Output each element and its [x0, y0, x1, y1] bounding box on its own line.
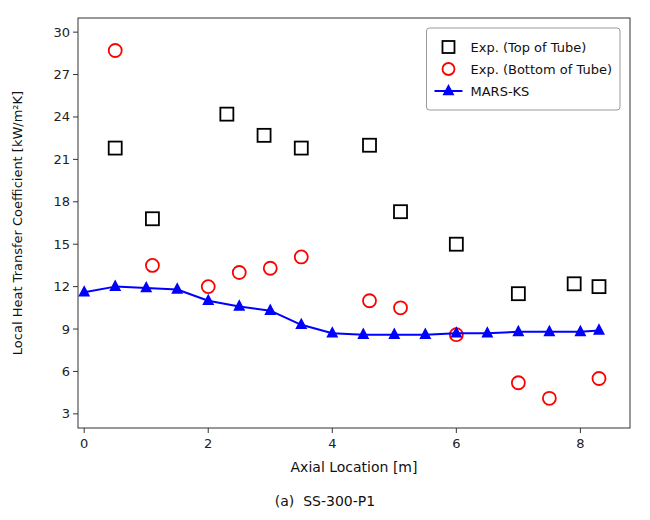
point — [266, 305, 275, 314]
x-tick-label: 0 — [80, 436, 88, 451]
point — [220, 108, 233, 121]
x-tick — [332, 428, 333, 433]
legend-label: MARS-KS — [470, 84, 529, 99]
point — [173, 284, 182, 293]
y-tick — [73, 32, 78, 33]
y-tick-label: 6 — [62, 364, 70, 379]
y-tick — [73, 244, 78, 245]
point — [297, 320, 306, 329]
point — [450, 328, 463, 341]
series-2 — [80, 281, 604, 338]
point — [295, 250, 308, 263]
x-tick — [580, 428, 581, 433]
point — [204, 296, 213, 305]
axes: 0246836912151821242730 — [53, 25, 584, 451]
legend-marker — [444, 86, 453, 95]
y-tick — [73, 116, 78, 117]
legend-box — [426, 28, 620, 110]
y-tick-label: 9 — [62, 322, 70, 337]
point — [109, 142, 122, 155]
point — [543, 392, 556, 405]
point — [328, 328, 337, 337]
point — [394, 301, 407, 314]
y-tick-label: 30 — [53, 25, 70, 40]
y-axis-label: Local Heat Transfer Coefficient [kW/m²K] — [10, 91, 25, 355]
point — [452, 328, 461, 337]
point — [592, 280, 605, 293]
point — [483, 328, 492, 337]
y-tick — [73, 329, 78, 330]
point — [450, 238, 463, 251]
point — [233, 266, 246, 279]
y-tick-label: 27 — [53, 67, 70, 82]
y-tick — [73, 286, 78, 287]
legend-item: Exp. (Bottom of Tube) — [442, 62, 612, 77]
point — [202, 280, 215, 293]
y-tick — [73, 371, 78, 372]
y-tick-label: 21 — [53, 152, 70, 167]
x-tick-label: 4 — [328, 436, 336, 451]
legend-marker — [442, 41, 454, 53]
x-tick-label: 8 — [576, 436, 584, 451]
y-tick-label: 24 — [53, 109, 70, 124]
legend-item: MARS-KS — [434, 84, 529, 99]
legend-marker — [442, 63, 454, 75]
point — [592, 372, 605, 385]
y-tick — [73, 74, 78, 75]
y-tick — [73, 201, 78, 202]
y-tick-label: 15 — [53, 237, 70, 252]
y-tick — [73, 413, 78, 414]
y-tick-label: 3 — [62, 406, 70, 421]
legend-label: Exp. (Top of Tube) — [470, 40, 586, 55]
point — [146, 259, 159, 272]
point — [394, 205, 407, 218]
y-tick-label: 12 — [53, 279, 70, 294]
point — [512, 287, 525, 300]
legend-item: Exp. (Top of Tube) — [442, 40, 586, 55]
x-tick — [208, 428, 209, 433]
plot-frame — [78, 18, 630, 428]
point — [514, 327, 523, 336]
point — [363, 139, 376, 152]
point — [235, 301, 244, 310]
point — [109, 44, 122, 57]
point — [421, 330, 430, 339]
data-area — [80, 44, 606, 405]
point — [594, 325, 603, 334]
point — [146, 212, 159, 225]
y-tick-label: 18 — [53, 194, 70, 209]
point — [568, 277, 581, 290]
plot-background — [78, 18, 630, 428]
y-tick — [73, 159, 78, 160]
point — [512, 376, 525, 389]
point — [142, 283, 151, 292]
series-0 — [109, 108, 606, 301]
point — [111, 281, 120, 290]
point — [80, 287, 89, 296]
point — [264, 262, 277, 275]
x-tick — [456, 428, 457, 433]
x-tick — [84, 428, 85, 433]
x-axis-label: Axial Location [m] — [291, 459, 418, 475]
point — [295, 142, 308, 155]
x-tick-label: 2 — [204, 436, 212, 451]
point — [576, 327, 585, 336]
chart: 0246836912151821242730Axial Location [m]… — [0, 0, 650, 520]
x-tick-label: 6 — [452, 436, 460, 451]
legend: Exp. (Top of Tube) Exp. (Bottom of Tube) M… — [426, 28, 620, 110]
point — [545, 327, 554, 336]
point — [363, 294, 376, 307]
point — [359, 330, 368, 339]
subtitle: (a) SS-300-P1 — [275, 493, 375, 509]
series-line — [84, 287, 599, 335]
point — [258, 129, 271, 142]
legend-label: Exp. (Bottom of Tube) — [470, 62, 612, 77]
point — [390, 330, 399, 339]
